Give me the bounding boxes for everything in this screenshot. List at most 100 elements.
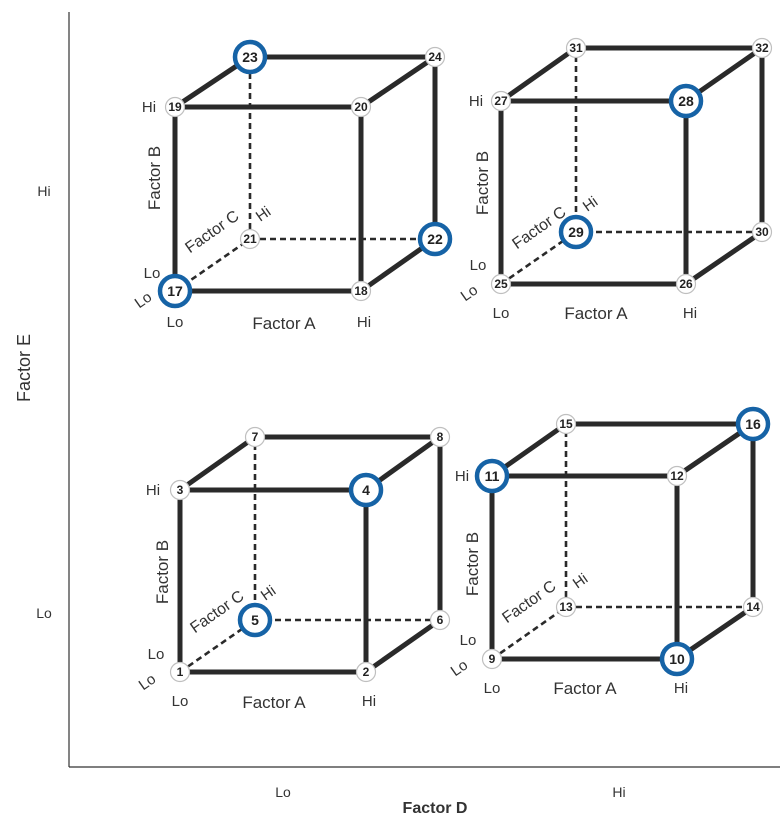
run-node: 9 <box>481 648 503 670</box>
run-number: 17 <box>167 283 183 299</box>
factor-a-label: Factor A <box>564 304 628 323</box>
highlighted-run-node: 17 <box>157 273 193 309</box>
x-axis-title: Factor D <box>403 800 468 816</box>
run-number: 24 <box>428 50 442 64</box>
factor-b-label: Factor B <box>145 146 164 210</box>
run-node: 2 <box>355 661 377 683</box>
run-node: 3 <box>169 479 191 501</box>
factor-a-hi-label: Hi <box>683 305 697 322</box>
factor-b-lo-label: Lo <box>470 257 487 274</box>
run-number: 3 <box>177 483 184 497</box>
x-tick-hi: Hi <box>612 784 625 800</box>
factor-b-hi-label: Hi <box>142 99 156 116</box>
factor-b-lo-label: Lo <box>460 632 477 649</box>
run-number: 10 <box>669 651 685 667</box>
run-node: 18 <box>350 280 372 302</box>
factor-b-label: Factor B <box>463 532 482 596</box>
run-number: 8 <box>437 430 444 444</box>
run-node: 8 <box>429 426 451 448</box>
factor-b-hi-label: Hi <box>455 468 469 485</box>
run-node: 25 <box>490 273 512 295</box>
run-node: 30 <box>751 221 773 243</box>
highlighted-run-node: 22 <box>417 221 453 257</box>
run-node: 7 <box>244 426 266 448</box>
factor-a-lo-label: Lo <box>172 693 189 710</box>
run-number: 26 <box>679 277 693 291</box>
y-tick-hi: Hi <box>37 183 50 199</box>
cube-hidden-edge <box>179 618 256 674</box>
cube-edge <box>363 617 443 675</box>
run-number: 12 <box>670 469 684 483</box>
cube-hidden-edge <box>491 605 567 661</box>
run-node: 6 <box>429 609 451 631</box>
run-number: 5 <box>251 612 259 628</box>
cube-edge <box>498 45 579 104</box>
factor-b-label: Factor B <box>153 540 172 604</box>
factor-c-lo-label: Lo <box>458 282 481 305</box>
highlighted-run-node: 29 <box>558 214 594 250</box>
factor-b-hi-label: Hi <box>469 93 483 110</box>
factor-b-lo-label: Lo <box>148 646 165 663</box>
cube-hidden-edge <box>500 230 577 286</box>
cube-edge <box>358 54 438 110</box>
run-number: 21 <box>243 232 257 246</box>
cube-edge <box>177 434 258 493</box>
run-number: 31 <box>569 41 583 55</box>
factor-c-hi-label: Hi <box>258 582 279 604</box>
factor-a-hi-label: Hi <box>357 314 371 331</box>
run-number: 7 <box>252 430 259 444</box>
run-number: 13 <box>559 600 573 614</box>
x-tick-lo: Lo <box>275 784 291 800</box>
run-number: 29 <box>568 224 584 240</box>
run-number: 11 <box>485 468 500 484</box>
factor-a-label: Factor A <box>242 693 306 712</box>
factor-a-label: Factor A <box>252 314 316 333</box>
factor-c-hi-label: Hi <box>253 203 274 225</box>
factor-c-lo-label: Lo <box>448 657 471 680</box>
y-tick-lo: Lo <box>36 605 52 621</box>
run-node: 1 <box>169 661 191 683</box>
highlighted-run-node: 28 <box>668 83 704 119</box>
run-number: 27 <box>494 94 508 108</box>
highlighted-run-node: 5 <box>237 602 273 638</box>
highlighted-run-node: 10 <box>659 641 695 677</box>
run-number: 25 <box>494 277 508 291</box>
cube-edge <box>683 229 765 287</box>
y-axis-title: Factor E <box>14 334 34 402</box>
run-number: 16 <box>745 416 761 432</box>
factor-a-lo-label: Lo <box>493 305 510 322</box>
run-number: 1 <box>177 665 184 679</box>
factor-a-label: Factor A <box>553 679 617 698</box>
run-number: 15 <box>559 417 573 431</box>
factor-b-label: Factor B <box>473 151 492 215</box>
run-node: 24 <box>424 46 446 68</box>
run-number: 19 <box>168 100 182 114</box>
run-node: 13 <box>555 596 577 618</box>
factor-a-lo-label: Lo <box>167 314 184 331</box>
run-node: 19 <box>164 96 186 118</box>
run-node: 21 <box>239 228 261 250</box>
run-node: 26 <box>675 273 697 295</box>
highlighted-run-node: 23 <box>232 39 268 75</box>
highlighted-run-node: 11 <box>474 458 510 494</box>
run-number: 30 <box>755 225 769 239</box>
run-number: 18 <box>354 284 368 298</box>
run-number: 23 <box>242 49 258 65</box>
factor-a-lo-label: Lo <box>484 680 501 697</box>
run-number: 6 <box>437 613 444 627</box>
run-node: 15 <box>555 413 577 435</box>
run-node: 27 <box>490 90 512 112</box>
run-number: 14 <box>746 600 760 614</box>
factor-a-hi-label: Hi <box>362 693 376 710</box>
run-number: 28 <box>678 93 694 109</box>
run-number: 4 <box>362 482 370 498</box>
factor-b-hi-label: Hi <box>146 482 160 499</box>
run-number: 9 <box>489 652 496 666</box>
factor-c-hi-label: Hi <box>580 193 601 215</box>
run-number: 2 <box>363 665 370 679</box>
run-node: 20 <box>350 96 372 118</box>
factor-c-lo-label: Lo <box>136 671 159 694</box>
factor-c-label: Factor C <box>187 588 247 637</box>
